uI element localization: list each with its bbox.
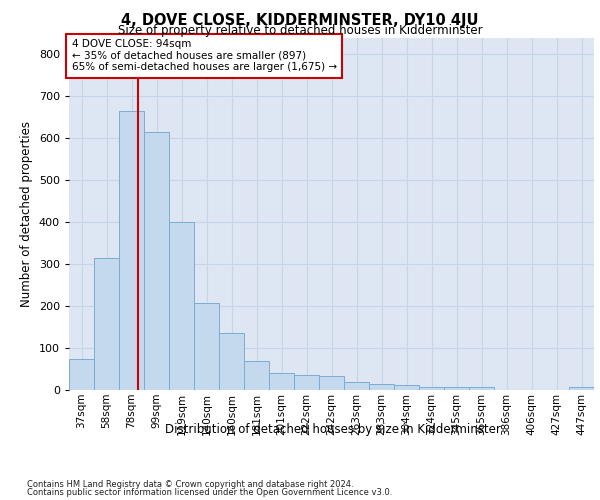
Bar bbox=[419, 386, 444, 390]
Bar bbox=[94, 258, 119, 390]
Text: Contains HM Land Registry data © Crown copyright and database right 2024.: Contains HM Land Registry data © Crown c… bbox=[27, 480, 353, 489]
Bar bbox=[219, 334, 244, 390]
Bar bbox=[569, 387, 594, 390]
Text: 4, DOVE CLOSE, KIDDERMINSTER, DY10 4JU: 4, DOVE CLOSE, KIDDERMINSTER, DY10 4JU bbox=[121, 12, 479, 28]
Text: Distribution of detached houses by size in Kidderminster: Distribution of detached houses by size … bbox=[165, 422, 501, 436]
Text: 4 DOVE CLOSE: 94sqm
← 35% of detached houses are smaller (897)
65% of semi-detac: 4 DOVE CLOSE: 94sqm ← 35% of detached ho… bbox=[71, 40, 337, 72]
Bar bbox=[319, 376, 344, 390]
Bar bbox=[119, 111, 144, 390]
Bar bbox=[469, 387, 494, 390]
Text: Contains public sector information licensed under the Open Government Licence v3: Contains public sector information licen… bbox=[27, 488, 392, 497]
Bar bbox=[344, 382, 369, 390]
Bar bbox=[294, 376, 319, 390]
Bar bbox=[244, 360, 269, 390]
Bar bbox=[394, 385, 419, 390]
Bar bbox=[369, 384, 394, 390]
Bar bbox=[169, 222, 194, 390]
Bar bbox=[269, 373, 294, 390]
Text: Size of property relative to detached houses in Kidderminster: Size of property relative to detached ho… bbox=[118, 24, 482, 37]
Bar bbox=[144, 132, 169, 390]
Y-axis label: Number of detached properties: Number of detached properties bbox=[20, 120, 33, 306]
Bar bbox=[69, 358, 94, 390]
Bar bbox=[444, 386, 469, 390]
Bar bbox=[194, 302, 219, 390]
